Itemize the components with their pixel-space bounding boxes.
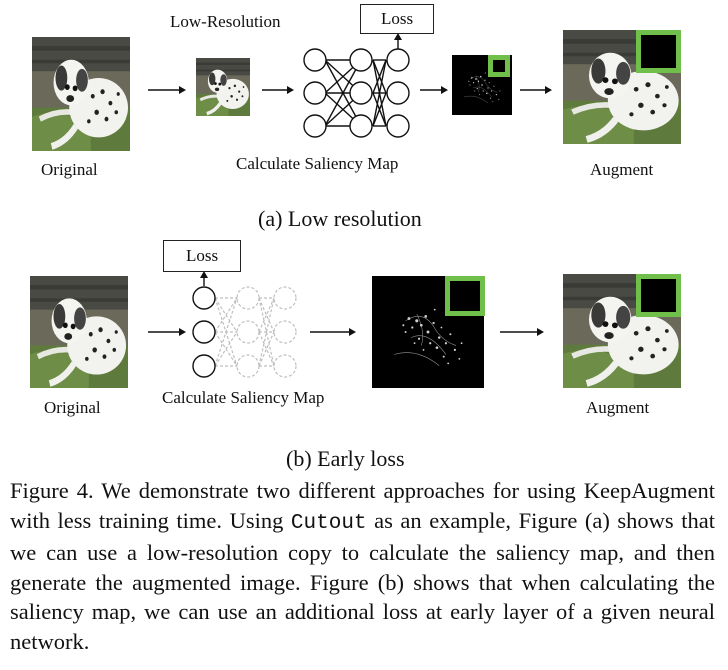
augment-label-b: Augment: [586, 398, 650, 417]
panel-b-caption: (b) Early loss: [286, 446, 405, 471]
cutout-box-a: [636, 30, 681, 73]
cutout-box-b: [636, 274, 681, 317]
saliency-label-b: Calculate Saliency Map: [162, 388, 325, 407]
low-resolution-image: [196, 58, 250, 116]
figure-caption-prefix: Figure 4. We demonstrate two different a…: [10, 478, 715, 533]
figure-caption-suffix: as an example, Figure (a) shows that we …: [10, 507, 715, 654]
saliency-highlight-box-b: [445, 276, 485, 316]
saliency-highlight-box-a: [488, 55, 510, 77]
figure-caption-code: Cutout: [290, 511, 367, 535]
loss-box-a: Loss: [360, 4, 434, 34]
original-label-b: Original: [44, 398, 101, 417]
original-image-b: [30, 276, 128, 388]
original-image-a: [32, 37, 130, 151]
low-resolution-label: Low-Resolution: [170, 12, 281, 31]
loss-label: Loss: [185, 246, 219, 265]
saliency-label-a: Calculate Saliency Map: [236, 154, 399, 173]
augment-label-a: Augment: [590, 160, 654, 179]
panel-a-caption: (a) Low resolution: [258, 206, 422, 231]
loss-label: Loss: [380, 9, 414, 28]
original-label-a: Original: [41, 160, 98, 179]
figure-caption: Figure 4. We demonstrate two different a…: [10, 476, 715, 656]
loss-box-b: Loss: [163, 240, 241, 272]
